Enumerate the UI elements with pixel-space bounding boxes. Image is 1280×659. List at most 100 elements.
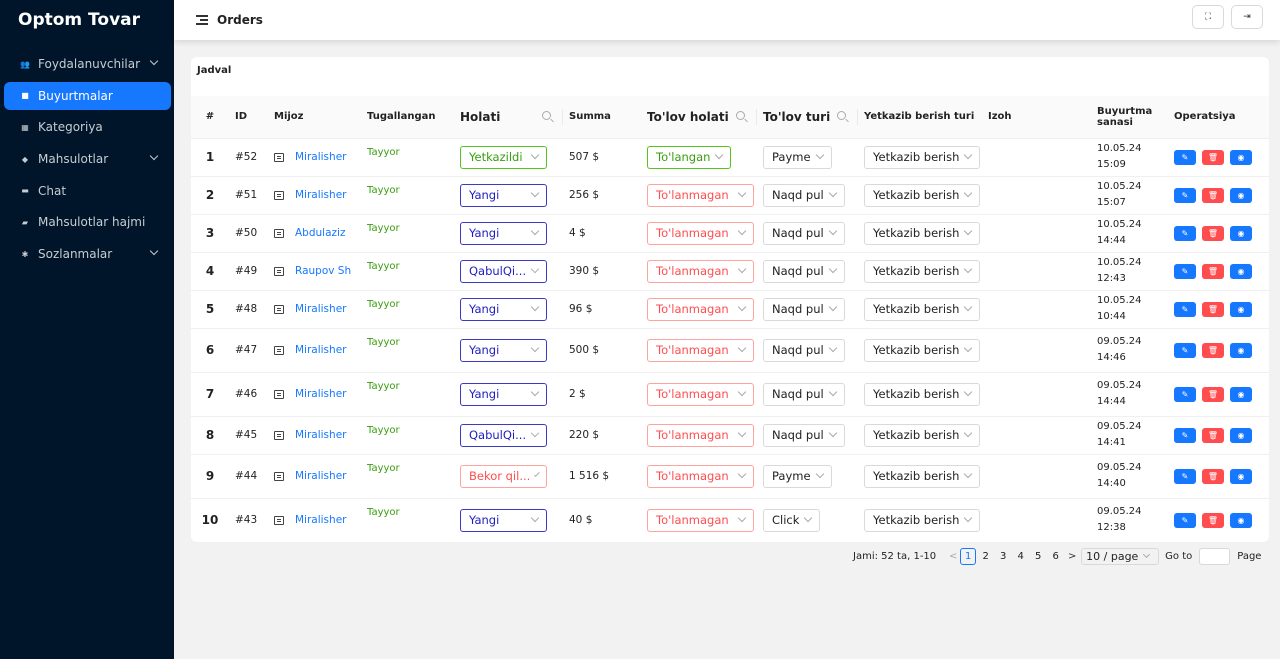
edit-button[interactable]: ✎ xyxy=(1174,301,1196,317)
message-icon[interactable] xyxy=(274,152,284,162)
edit-button[interactable]: ✎ xyxy=(1174,225,1196,241)
client-link[interactable]: Miralisher xyxy=(295,151,347,163)
order-status-select[interactable]: Yangi xyxy=(460,338,547,362)
edit-button[interactable]: ✎ xyxy=(1174,386,1196,402)
page-2-button[interactable]: 2 xyxy=(982,550,989,562)
message-icon[interactable] xyxy=(274,345,284,355)
edit-button[interactable]: ✎ xyxy=(1174,468,1196,484)
payment-status-select[interactable]: To'lanmagan xyxy=(647,183,754,207)
view-button[interactable]: ◉ xyxy=(1230,386,1252,402)
delete-button[interactable]: 🗑 xyxy=(1202,149,1224,165)
view-button[interactable]: ◉ xyxy=(1230,342,1252,358)
payment-type-select[interactable]: Click xyxy=(763,508,821,532)
page-size-select[interactable]: 10 / page xyxy=(1081,547,1160,565)
message-icon[interactable] xyxy=(274,304,284,314)
delivery-type-select[interactable]: Yetkazib berish xyxy=(864,382,981,406)
client-link[interactable]: Miralisher xyxy=(295,470,347,482)
payment-status-select[interactable]: To'lanmagan xyxy=(647,259,754,283)
payment-type-select[interactable]: Naqd pul xyxy=(763,259,845,283)
delete-button[interactable]: 🗑 xyxy=(1202,263,1224,279)
order-status-select[interactable]: Yangi xyxy=(460,221,547,245)
payment-status-select[interactable]: To'lanmagan xyxy=(647,221,754,245)
order-status-select[interactable]: QabulQi... xyxy=(460,259,547,283)
sidebar-item-mahsulotlar-hajmi[interactable]: ▰ Mahsulotlar hajmi xyxy=(4,208,171,236)
client-link[interactable]: Miralisher xyxy=(295,388,347,400)
payment-status-select[interactable]: To'lanmagan xyxy=(647,297,754,321)
payment-status-select[interactable]: To'lanmagan xyxy=(647,423,754,447)
sidebar-item-mahsulotlar[interactable]: ◆ Mahsulotlar xyxy=(4,145,171,173)
view-button[interactable]: ◉ xyxy=(1230,512,1252,528)
message-icon[interactable] xyxy=(274,430,284,440)
page-4-button[interactable]: 4 xyxy=(1017,550,1024,562)
message-icon[interactable] xyxy=(274,515,284,525)
sidebar-item-chat[interactable]: ▬ Chat xyxy=(4,177,171,205)
menu-fold-icon[interactable] xyxy=(196,15,208,25)
message-icon[interactable] xyxy=(274,228,284,238)
delivery-type-select[interactable]: Yetkazib berish xyxy=(864,423,981,447)
order-status-select[interactable]: Yetkazildi xyxy=(460,145,547,169)
logout-button[interactable]: ⇥ xyxy=(1231,5,1263,29)
delivery-type-select[interactable]: Yetkazib berish xyxy=(864,338,981,362)
delivery-type-select[interactable]: Yetkazib berish xyxy=(864,508,981,532)
payment-status-select[interactable]: To'lanmagan xyxy=(647,382,754,406)
payment-type-select[interactable]: Naqd pul xyxy=(763,221,845,245)
order-status-select[interactable]: Yangi xyxy=(460,508,547,532)
order-status-select[interactable]: Yangi xyxy=(460,297,547,321)
sidebar-item-sozlanmalar[interactable]: ✱ Sozlanmalar xyxy=(4,240,171,268)
message-icon[interactable] xyxy=(274,389,284,399)
client-link[interactable]: Miralisher xyxy=(295,189,347,201)
view-button[interactable]: ◉ xyxy=(1230,263,1252,279)
order-status-select[interactable]: Yangi xyxy=(460,382,547,406)
delete-button[interactable]: 🗑 xyxy=(1202,301,1224,317)
view-button[interactable]: ◉ xyxy=(1230,468,1252,484)
payment-status-select[interactable]: To'lanmagan xyxy=(647,338,754,362)
payment-type-select[interactable]: Payme xyxy=(763,145,832,169)
order-status-select[interactable]: Bekor qil... xyxy=(460,464,547,488)
delivery-type-select[interactable]: Yetkazib berish xyxy=(864,183,981,207)
delivery-type-select[interactable]: Yetkazib berish xyxy=(864,259,981,283)
payment-type-select[interactable]: Naqd pul xyxy=(763,382,845,406)
message-icon[interactable] xyxy=(274,190,284,200)
delivery-type-select[interactable]: Yetkazib berish xyxy=(864,464,981,488)
edit-button[interactable]: ✎ xyxy=(1174,263,1196,279)
payment-type-select[interactable]: Payme xyxy=(763,464,832,488)
delivery-type-select[interactable]: Yetkazib berish xyxy=(864,221,981,245)
delete-button[interactable]: 🗑 xyxy=(1202,225,1224,241)
message-icon[interactable] xyxy=(274,471,284,481)
edit-button[interactable]: ✎ xyxy=(1174,187,1196,203)
client-link[interactable]: Miralisher xyxy=(295,429,347,441)
payment-status-select[interactable]: To'lanmagan xyxy=(647,464,754,488)
client-link[interactable]: Abdulaziz xyxy=(295,227,346,239)
next-page-button[interactable]: > xyxy=(1067,550,1077,562)
delivery-type-select[interactable]: Yetkazib berish xyxy=(864,145,981,169)
client-link[interactable]: Miralisher xyxy=(295,514,347,526)
goto-page-input[interactable] xyxy=(1199,547,1231,565)
client-link[interactable]: Miralisher xyxy=(295,344,347,356)
view-button[interactable]: ◉ xyxy=(1230,225,1252,241)
payment-status-select[interactable]: To'langan xyxy=(647,145,732,169)
sidebar-item-buyurtmalar[interactable]: ■ Buyurtmalar xyxy=(4,81,171,110)
delete-button[interactable]: 🗑 xyxy=(1202,468,1224,484)
payment-type-select[interactable]: Naqd pul xyxy=(763,423,845,447)
view-button[interactable]: ◉ xyxy=(1230,301,1252,317)
edit-button[interactable]: ✎ xyxy=(1174,427,1196,443)
payment-type-select[interactable]: Naqd pul xyxy=(763,297,845,321)
payment-status-select[interactable]: To'lanmagan xyxy=(647,508,754,532)
search-icon[interactable] xyxy=(542,111,551,120)
edit-button[interactable]: ✎ xyxy=(1174,342,1196,358)
sidebar-item-kategoriya[interactable]: ▦ Kategoriya xyxy=(4,113,171,141)
sidebar-item-foydalanuvchilar[interactable]: 👥 Foydalanuvchilar xyxy=(4,50,171,78)
view-button[interactable]: ◉ xyxy=(1230,427,1252,443)
delete-button[interactable]: 🗑 xyxy=(1202,386,1224,402)
view-button[interactable]: ◉ xyxy=(1230,187,1252,203)
order-status-select[interactable]: QabulQi... xyxy=(460,423,547,447)
delete-button[interactable]: 🗑 xyxy=(1202,512,1224,528)
delete-button[interactable]: 🗑 xyxy=(1202,187,1224,203)
client-link[interactable]: Miralisher xyxy=(295,303,347,315)
delete-button[interactable]: 🗑 xyxy=(1202,342,1224,358)
order-status-select[interactable]: Yangi xyxy=(460,183,547,207)
payment-type-select[interactable]: Naqd pul xyxy=(763,183,845,207)
fullscreen-button[interactable]: ⛶ xyxy=(1192,5,1224,29)
delivery-type-select[interactable]: Yetkazib berish xyxy=(864,297,981,321)
edit-button[interactable]: ✎ xyxy=(1174,512,1196,528)
